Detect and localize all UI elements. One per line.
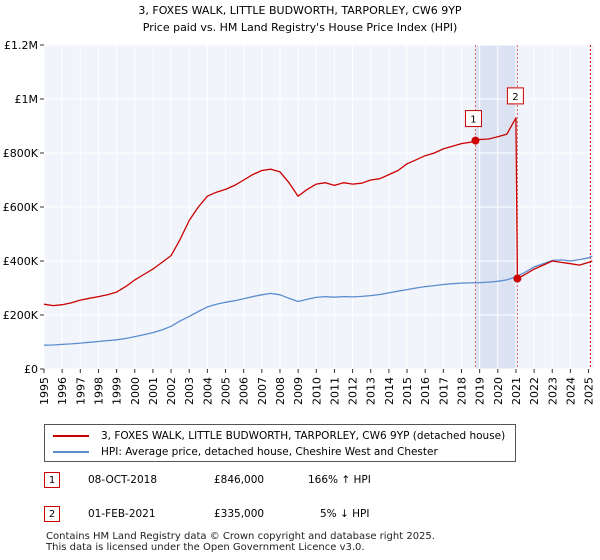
x-tick-label: 2013 [365,377,378,405]
x-tick-label: 1997 [74,377,87,405]
sale-marker: 1 [44,472,60,488]
legend-swatch-property [53,435,89,437]
x-tick-label: 2014 [383,377,396,405]
x-tick-label: 2001 [147,377,160,405]
sale-point [471,136,480,145]
sale-row: 2 01-FEB-2021 £335,000 5% ↓ HPI [44,506,564,526]
annotation-box [464,110,482,128]
x-tick-label: 2020 [492,377,505,405]
x-tick-label: 2025 [583,377,596,405]
x-tick-label: 2007 [256,377,269,405]
x-tick-label: 2002 [165,377,178,405]
x-tick-label: 1996 [56,377,69,405]
sale-hpi-change: 5% ↓ HPI [320,508,370,520]
legend-label-hpi: HPI: Average price, detached house, Ches… [101,446,438,458]
series-line-property [43,117,593,307]
legend-item-property: 3, FOXES WALK, LITTLE BUDWORTH, TARPORLE… [53,428,505,444]
x-tick-label: 2004 [201,377,214,405]
x-tick-label: 2000 [129,377,142,405]
x-tick-label: 2012 [347,377,360,405]
x-tick-label: 2023 [546,377,559,405]
legend-swatch-hpi [53,451,89,453]
legend-label-property: 3, FOXES WALK, LITTLE BUDWORTH, TARPORLE… [101,430,506,442]
x-tick-label: 1998 [92,377,105,405]
sale-date: 08-OCT-2018 [88,474,157,486]
y-tick-label: £1M [15,93,39,106]
x-tick-label: 2006 [238,377,251,405]
price-chart: 3, FOXES WALK, LITTLE BUDWORTH, TARPORLE… [3,4,596,405]
x-tick-label: 2016 [419,377,432,405]
footer-attribution: Contains HM Land Registry data © Crown c… [46,531,435,553]
y-tick-label: £1.2M [4,39,38,52]
x-tick-label: 2019 [474,377,487,405]
x-tick-label: 2003 [183,377,196,405]
y-tick-label: £200K [3,309,39,322]
annotation-marker: 1 [464,110,482,128]
x-tick-label: 2024 [564,377,577,405]
x-tick-label: 2010 [310,377,323,405]
x-tick-label: 1999 [111,377,124,405]
x-tick-label: 2011 [328,377,341,405]
x-tick-label: 2021 [510,377,523,405]
sale-price: £846,000 [214,474,265,486]
x-tick-label: 2008 [274,377,287,405]
series-line-hpi [43,255,593,346]
sale-point [513,274,522,283]
footer-line-1: Contains HM Land Registry data © Crown c… [46,531,435,542]
x-tick-label: 2009 [292,377,305,405]
chart-legend: 3, FOXES WALK, LITTLE BUDWORTH, TARPORLE… [44,424,516,462]
annotation-marker: 2 [506,87,524,105]
y-tick-label: £0 [24,363,38,376]
x-tick-label: 1995 [38,377,51,405]
sale-price: £335,000 [214,508,265,520]
sale-hpi-change: 166% ↑ HPI [308,474,371,486]
x-tick-label: 2022 [528,377,541,405]
x-tick-label: 2015 [401,377,414,405]
annotation-label: 2 [512,92,518,103]
y-tick-label: £400K [3,255,39,268]
legend-item-hpi: HPI: Average price, detached house, Ches… [53,444,438,460]
sale-marker: 2 [44,506,60,522]
y-tick-label: £800K [3,147,39,160]
chart-subtitle: Price paid vs. HM Land Registry's House … [143,21,458,34]
annotation-box [506,87,524,105]
y-tick-label: £600K [3,201,39,214]
footer-line-2: This data is licensed under the Open Gov… [46,542,365,553]
sale-row: 1 08-OCT-2018 £846,000 166% ↑ HPI [44,472,564,492]
chart-title: 3, FOXES WALK, LITTLE BUDWORTH, TARPORLE… [138,4,462,17]
sale-date: 01-FEB-2021 [88,508,156,520]
x-tick-label: 2018 [455,377,468,405]
annotation-label: 1 [470,115,476,126]
x-tick-label: 2005 [220,377,233,405]
x-tick-label: 2017 [437,377,450,405]
